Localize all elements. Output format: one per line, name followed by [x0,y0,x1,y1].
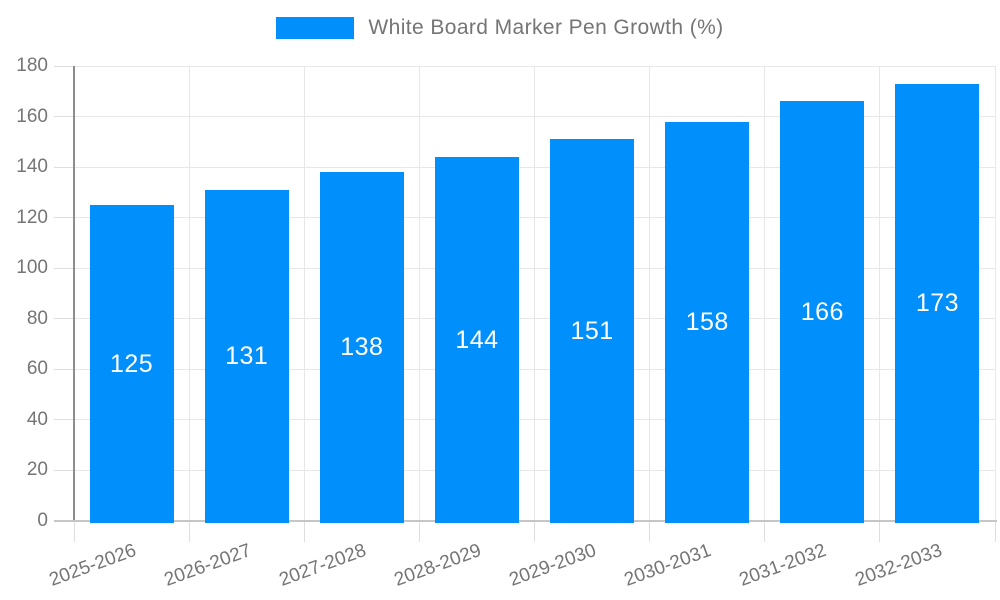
y-axis-tick [54,469,74,471]
y-axis-label: 80 [26,307,48,329]
x-axis-label: 2025-2026 [46,540,139,591]
x-axis-tick [303,521,305,542]
y-axis-label: 100 [16,257,48,279]
y-axis-label: 0 [37,510,48,531]
bar-value-label: 144 [455,325,499,354]
bar[interactable]: 125 [89,205,174,523]
y-axis-label: 180 [16,55,48,76]
bar-value-label: 158 [685,307,729,336]
y-axis-tick [54,368,74,370]
y-axis-tick [54,65,74,67]
bar-value-label: 173 [915,288,960,317]
x-axis-tick [879,521,881,542]
bar-value-label: 138 [340,333,384,362]
x-axis-label: 2030-2031 [621,540,715,591]
x-axis-tick [73,521,75,542]
x-axis-label: 2031-2032 [736,540,830,591]
y-axis-label: 40 [26,408,48,430]
y-axis-label: 160 [16,105,48,127]
plot-area: 125 131 138 144 151 158 166 173 [74,65,996,523]
y-axis-label: 60 [26,358,48,380]
x-axis-tick [534,521,535,542]
bar[interactable]: 173 [895,83,980,523]
x-axis-label: 2032-2033 [852,540,945,591]
x-axis-tick [764,521,766,542]
y-axis-tick [54,116,74,118]
bar[interactable]: 138 [319,172,404,523]
y-axis-line [73,66,75,521]
x-axis-tick [994,521,996,542]
gridline-vertical [764,66,766,521]
bar-value-label: 125 [109,349,154,378]
bar[interactable]: 166 [780,101,865,523]
x-axis-label: 2027-2028 [276,540,369,591]
bar[interactable]: 144 [434,157,519,523]
x-axis-label: 2029-2030 [506,540,600,591]
gridline-vertical [879,66,881,521]
y-axis-tick [54,419,74,421]
y-axis-label: 20 [26,459,48,481]
y-axis-label: 120 [16,206,48,228]
y-axis-tick [54,166,74,168]
legend-label: White Board Marker Pen Growth (%) [368,16,724,39]
bar[interactable]: 158 [665,121,750,523]
x-axis-tick [418,521,420,542]
gridline-vertical [188,66,190,521]
bar-value-label: 166 [800,297,844,326]
x-axis-line [54,520,997,522]
x-axis-tick [188,521,190,542]
legend-swatch [276,17,355,39]
bar-value-label: 131 [225,341,269,370]
gridline-vertical [418,66,420,521]
gridline-vertical [994,66,996,521]
x-axis-label: 2028-2029 [391,540,485,591]
gridline-vertical [303,66,305,521]
bar-value-label: 151 [570,316,614,345]
x-axis-tick [649,521,651,542]
x-axis-label: 2026-2027 [161,540,254,591]
y-axis-label: 140 [16,156,48,178]
bar[interactable]: 131 [204,189,289,523]
legend-item[interactable]: White Board Marker Pen Growth (%) [0,16,1000,40]
y-axis-tick [54,318,74,320]
y-axis-tick [54,267,74,269]
gridline-vertical [649,66,651,521]
bar[interactable]: 151 [550,139,635,523]
gridline-vertical [534,66,535,521]
y-axis-tick [54,217,74,219]
